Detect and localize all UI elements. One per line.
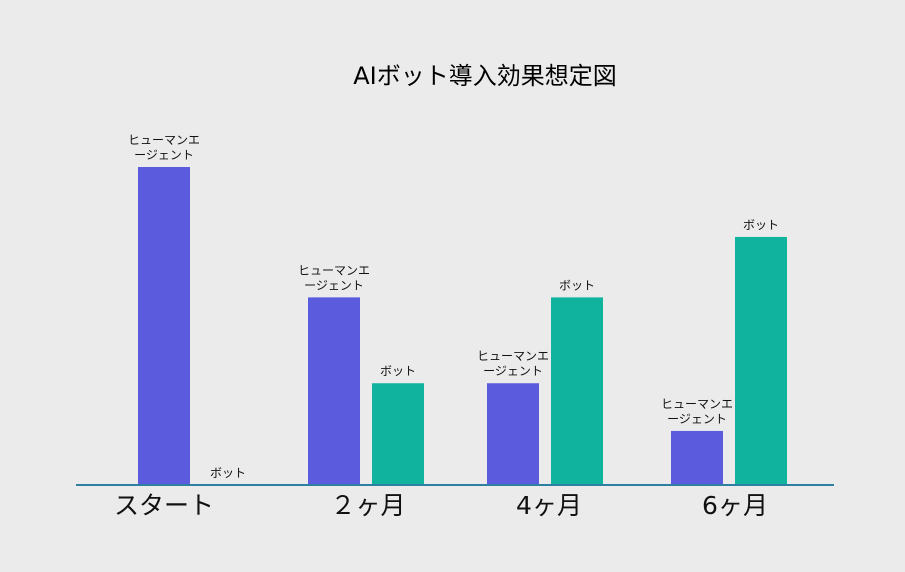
bar-label-series-0-3: ヒューマンエージェント [661, 397, 733, 426]
bar-label-series-1-0: ボット [210, 466, 246, 480]
chart-title: AIボット導入効果想定図 [353, 62, 617, 90]
bar-label-series-1-2: ボット [559, 278, 595, 292]
category-label-2: 4ヶ月 [516, 491, 582, 520]
bar-series-0-0 [138, 167, 190, 485]
bar-label-series-0-1: ヒューマンエージェント [298, 263, 370, 292]
bar-label-series-0-2: ヒューマンエージェント [477, 349, 549, 378]
bar-series-1-2 [551, 297, 603, 485]
bar-label-series-0-0: ヒューマンエージェント [128, 133, 200, 162]
bar-label-series-1-3: ボット [743, 218, 779, 232]
bar-label-series-1-1: ボット [380, 364, 416, 378]
bar-series-0-2 [487, 383, 539, 485]
bar-series-0-1 [308, 297, 360, 485]
category-label-3: 6ヶ月 [702, 491, 768, 520]
category-label-1: ２ヶ月 [330, 491, 405, 520]
bar-series-1-1 [372, 383, 424, 485]
category-label-0: スタート [114, 491, 214, 520]
bars-layer: ヒューマンエージェントヒューマンエージェントヒューマンエージェントヒューマンエー… [128, 133, 787, 485]
category-labels: スタート ２ヶ月 4ヶ月 6ヶ月 [114, 491, 768, 520]
bar-series-1-3 [735, 236, 787, 485]
bar-series-0-3 [671, 430, 723, 485]
